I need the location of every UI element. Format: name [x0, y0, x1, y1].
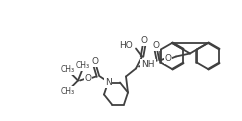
Text: CH₃: CH₃ — [61, 65, 75, 74]
Text: O: O — [91, 57, 98, 66]
Text: O: O — [165, 54, 172, 63]
Text: O: O — [84, 74, 91, 83]
Text: N: N — [105, 78, 111, 87]
Text: NH: NH — [141, 60, 155, 69]
Text: CH₃: CH₃ — [76, 61, 90, 70]
Text: CH₃: CH₃ — [61, 87, 75, 96]
Text: O: O — [141, 36, 148, 45]
Text: O: O — [152, 41, 159, 50]
Text: HO: HO — [119, 41, 133, 50]
